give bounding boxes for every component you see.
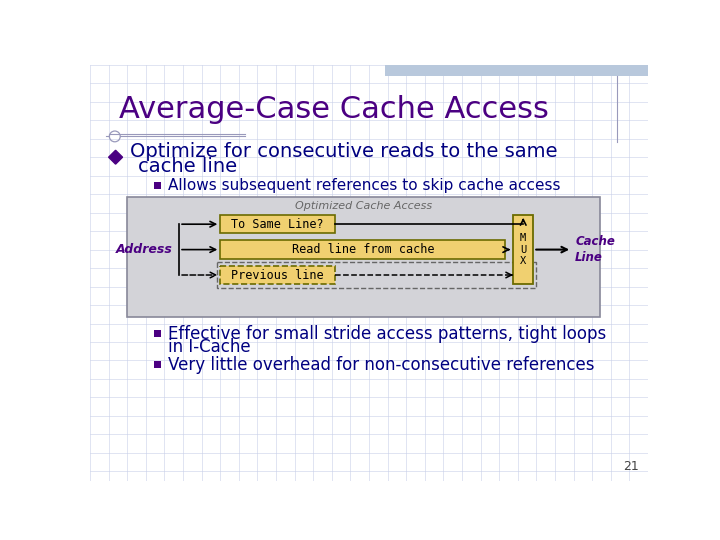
Text: in I-Cache: in I-Cache [168,339,250,356]
Text: Optimized Cache Access: Optimized Cache Access [295,201,432,211]
Bar [220,215,335,233]
Text: Allows subsequent references to skip cache access: Allows subsequent references to skip cac… [168,178,560,193]
Bar [220,240,505,259]
Text: 21: 21 [623,460,639,473]
Text: Average-Case Cache Access: Average-Case Cache Access [120,95,549,124]
Text: cache line: cache line [138,157,237,176]
Text: To Same Line?: To Same Line? [231,218,324,231]
Bar [384,65,648,76]
Text: Optimize for consecutive reads to the same: Optimize for consecutive reads to the sa… [130,143,558,161]
Bar [153,361,161,368]
Bar [153,182,161,189]
Bar [127,197,600,316]
Text: M
U
X: M U X [520,233,526,266]
Text: Address: Address [116,243,173,256]
Bar [220,266,335,284]
Text: Previous line: Previous line [231,268,324,281]
Text: Cache
Line: Cache Line [575,235,615,264]
Text: Very little overhead for non-consecutive references: Very little overhead for non-consecutive… [168,356,594,374]
Bar [153,330,161,338]
Text: Effective for small stride access patterns, tight loops: Effective for small stride access patter… [168,325,606,343]
Text: Read line from cache: Read line from cache [292,243,434,256]
Bar [513,215,534,284]
Polygon shape [109,150,122,164]
Bar [217,262,536,288]
